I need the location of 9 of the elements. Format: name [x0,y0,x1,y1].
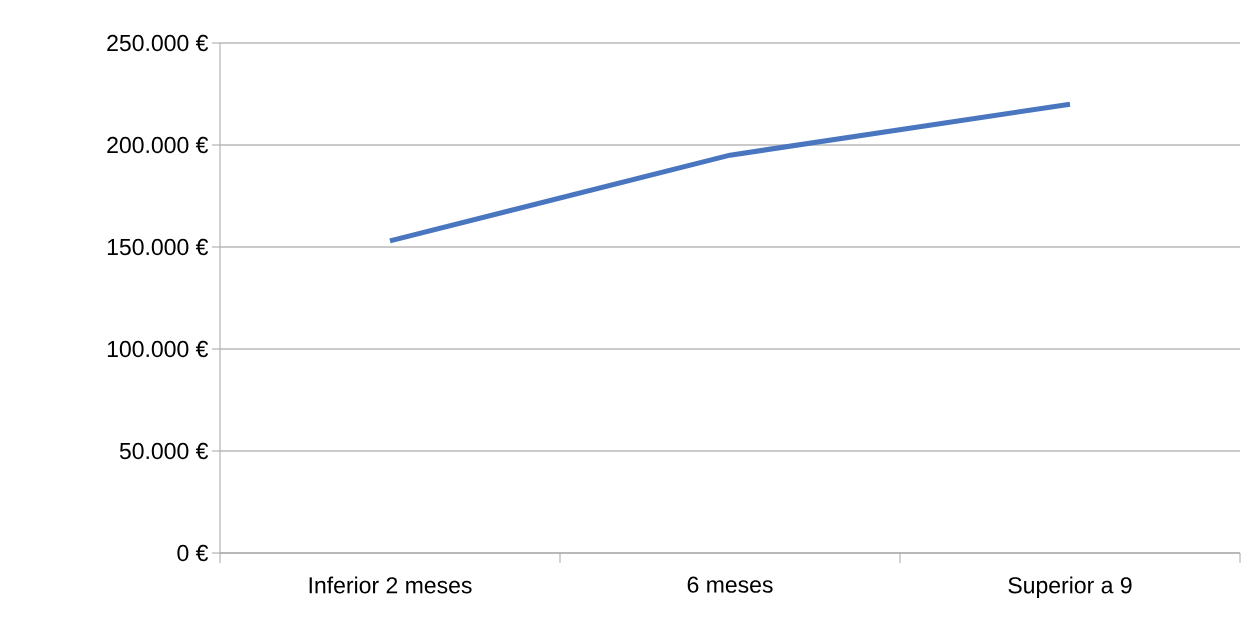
y-tick-label: 50.000 € [119,442,209,460]
y-tick-label: 250.000 € [107,34,209,52]
y-tick-label: 100.000 € [107,340,209,358]
y-tick-label: 200.000 € [107,136,209,154]
x-tick-label: 6 meses [687,576,773,593]
y-tick-label: 0 € [177,544,209,562]
x-tick-label: Superior a 9 [1008,576,1132,598]
x-tick-label: Inferior 2 meses [309,576,472,594]
y-tick-label: 150.000 € [107,238,209,256]
